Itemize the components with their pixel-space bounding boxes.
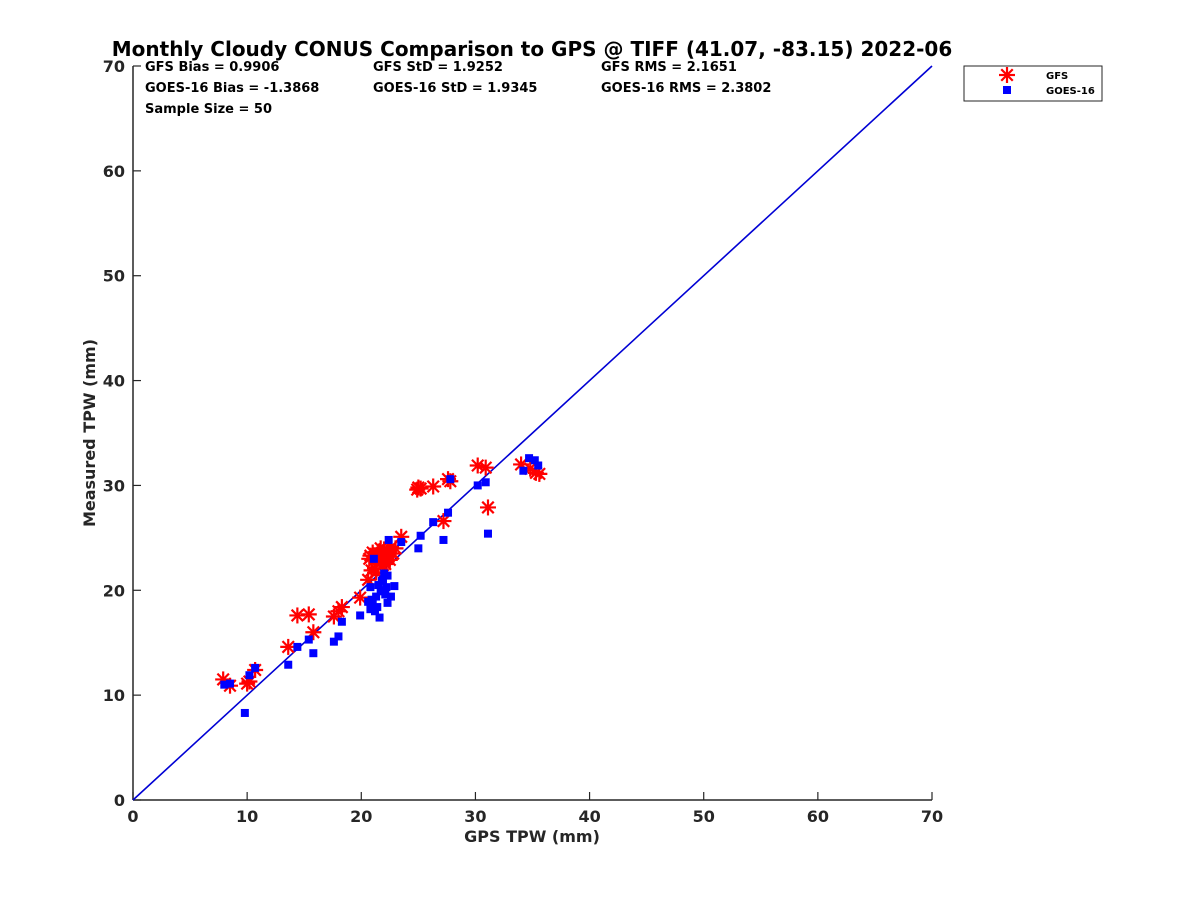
- x-tick-label: 0: [127, 807, 138, 826]
- x-tick-label: 20: [350, 807, 372, 826]
- goes16-point: [366, 605, 375, 614]
- y-axis-label: Measured TPW (mm): [80, 339, 99, 527]
- goes16-point: [473, 481, 482, 490]
- goes16-point: [519, 466, 528, 475]
- goes16-point: [304, 635, 313, 644]
- goes16-point: [284, 660, 293, 669]
- goes16-point: [383, 571, 392, 580]
- goes16-point: [240, 708, 249, 717]
- goes16-point: [380, 586, 389, 595]
- goes16-point: [368, 599, 377, 608]
- goes16-point: [334, 632, 343, 641]
- legend-goes16-marker: [1003, 86, 1011, 94]
- gfs-point: [425, 478, 442, 495]
- goes16-point: [309, 649, 318, 658]
- stat-gfs-std: GFS StD = 1.9252: [373, 60, 503, 75]
- y-tick-label: 20: [103, 581, 125, 600]
- goes16-point: [383, 598, 392, 607]
- gfs-point: [410, 479, 427, 496]
- gfs-point: [372, 540, 389, 557]
- goes16-point: [416, 531, 425, 540]
- one-to-one-line: [132, 65, 933, 801]
- goes16-point: [374, 581, 383, 590]
- y-tick-label: 30: [103, 476, 125, 495]
- legend-goes16-symbol: [1003, 86, 1011, 94]
- chart-title: Monthly Cloudy CONUS Comparison to GPS @…: [112, 37, 953, 61]
- x-axis-label: GPS TPW (mm): [464, 827, 600, 846]
- goes16-point: [414, 544, 423, 553]
- goes16-point: [429, 518, 438, 527]
- goes16-point: [226, 679, 235, 688]
- goes16-point: [251, 663, 260, 672]
- gfs-point: [300, 606, 317, 623]
- legend-goes16-label: GOES-16: [1046, 86, 1095, 97]
- goes16-point: [373, 603, 382, 612]
- stat-goes-std: GOES-16 StD = 1.9345: [373, 81, 537, 96]
- goes16-point: [293, 642, 302, 651]
- y-tick-label: 10: [103, 686, 125, 705]
- legend: GFS GOES-16: [963, 65, 1103, 102]
- y-tick-label: 40: [103, 372, 125, 391]
- gfs-point: [477, 459, 494, 476]
- axis-tick-labels: 0 10 20 30 40 50 60 70 0 10 20 30 40 50 60 70: [103, 57, 943, 826]
- goes16-point: [390, 582, 399, 591]
- x-tick-label: 40: [578, 807, 600, 826]
- y-tick-label: 0: [114, 791, 125, 810]
- legend-box: [963, 65, 1103, 102]
- goes16-point: [367, 595, 376, 604]
- stat-gfs-bias: GFS Bias = 0.9906: [145, 60, 279, 75]
- gfs-point: [333, 599, 350, 616]
- goes16-point: [369, 554, 378, 563]
- gfs-point: [479, 499, 496, 516]
- goes16-point: [372, 592, 381, 601]
- axis-ticks: [132, 65, 933, 801]
- goes16-point: [329, 637, 338, 646]
- goes16-point: [356, 611, 365, 620]
- y-tick-label: 70: [103, 57, 125, 76]
- goes16-point: [375, 613, 384, 622]
- series-gfs: [215, 456, 548, 694]
- goes16-point: [483, 529, 492, 538]
- x-tick-label: 60: [807, 807, 829, 826]
- goes16-point: [481, 478, 490, 487]
- legend-gfs-label: GFS: [1046, 71, 1068, 82]
- x-tick-label: 30: [464, 807, 486, 826]
- x-tick-label: 10: [236, 807, 258, 826]
- stat-goes-rms: GOES-16 RMS = 2.3802: [601, 81, 771, 96]
- series-goes16: [220, 454, 543, 717]
- goes16-point: [534, 461, 543, 470]
- goes16-point: [530, 456, 539, 465]
- legend-gfs-symbol: [999, 67, 1015, 83]
- goes16-point: [444, 508, 453, 517]
- goes16-point: [245, 671, 254, 680]
- goes16-point: [386, 592, 395, 601]
- goes16-point: [378, 575, 387, 584]
- goes16-point: [446, 475, 455, 484]
- goes16-point: [337, 617, 346, 626]
- gfs-point: [352, 589, 369, 606]
- goes16-point: [439, 535, 448, 544]
- gfs-point: [435, 513, 452, 530]
- goes16-point: [370, 607, 379, 616]
- goes16-point: [381, 590, 390, 599]
- goes16-point: [220, 680, 229, 689]
- stat-sample-size: Sample Size = 50: [145, 102, 272, 117]
- y-tick-label: 60: [103, 162, 125, 181]
- stat-gfs-rms: GFS RMS = 2.1651: [601, 60, 737, 75]
- stat-goes-bias: GOES-16 Bias = -1.3868: [145, 81, 319, 96]
- x-tick-label: 50: [693, 807, 715, 826]
- goes16-point: [366, 583, 375, 592]
- legend-gfs-marker: [999, 67, 1015, 83]
- x-tick-label: 70: [921, 807, 943, 826]
- y-tick-label: 50: [103, 267, 125, 286]
- goes16-point: [525, 454, 534, 463]
- goes16-point: [384, 535, 393, 544]
- goes16-point: [397, 538, 406, 547]
